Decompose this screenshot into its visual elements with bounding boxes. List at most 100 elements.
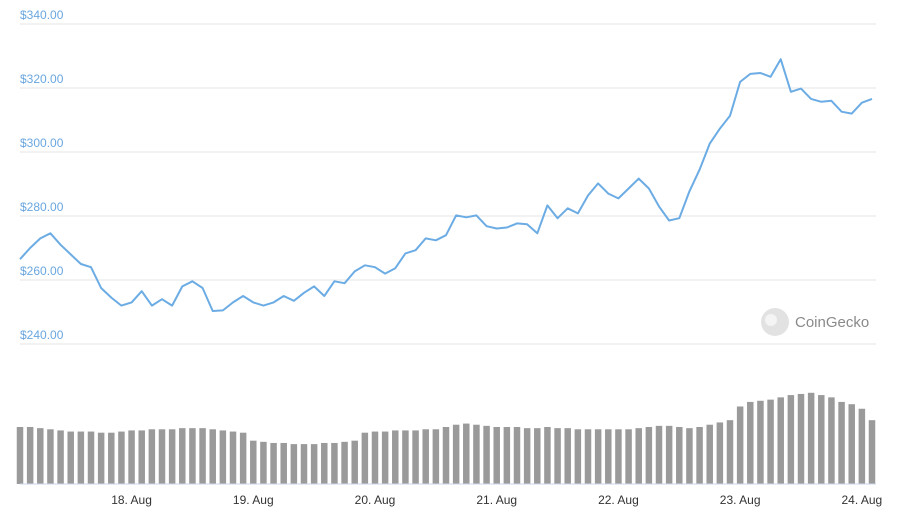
volume-bar	[868, 420, 876, 484]
volume-bar	[544, 427, 551, 484]
volume-bar	[493, 427, 500, 484]
volume-bar	[229, 431, 237, 484]
volume-bar	[787, 395, 795, 484]
volume-bar	[696, 427, 703, 484]
volume-bar	[57, 430, 64, 484]
volume-bar	[77, 431, 85, 484]
volume-bar	[463, 423, 470, 484]
volume-bar	[270, 442, 277, 484]
volume-bar	[189, 428, 196, 484]
volume-bar	[757, 400, 764, 484]
volume-bar	[483, 425, 490, 484]
volume-bar	[797, 393, 805, 484]
volume-bar	[716, 422, 724, 484]
volume-bar	[148, 429, 156, 484]
y-tick-label: $320.00	[20, 72, 64, 86]
x-tick-label: 19. Aug	[233, 493, 274, 507]
volume-bar	[118, 431, 125, 484]
volume-bar	[858, 408, 866, 484]
y-tick-label: $300.00	[20, 136, 64, 150]
volume-bar	[838, 401, 845, 484]
volume-bar	[67, 431, 74, 484]
y-tick-label: $260.00	[20, 264, 64, 278]
volume-bar	[442, 427, 450, 484]
volume-bar	[321, 442, 328, 484]
volume-bar	[594, 429, 602, 484]
volume-bar	[209, 429, 216, 484]
x-tick-label: 21. Aug	[476, 493, 517, 507]
volume-bar	[767, 399, 774, 484]
volume-bar	[361, 432, 369, 484]
volume-bar	[818, 395, 825, 484]
volume-bar	[513, 427, 521, 484]
volume-bar	[280, 442, 287, 484]
volume-bar	[736, 406, 744, 484]
volume-bar	[534, 428, 541, 484]
volume-bar	[726, 420, 734, 484]
volume-bar	[371, 431, 379, 484]
volume-bar	[432, 429, 440, 484]
watermark: CoinGecko	[761, 308, 869, 336]
volume-bar	[564, 428, 571, 484]
volume-bar	[128, 430, 135, 484]
volume-bar	[422, 429, 429, 484]
volume-bar	[777, 397, 784, 484]
volume-bar	[290, 444, 298, 484]
volume-bar	[665, 425, 673, 484]
x-tick-label: 23. Aug	[720, 493, 761, 507]
volume-bar	[199, 428, 206, 484]
volume-bar	[574, 429, 582, 484]
volume-bar	[473, 424, 480, 484]
volume-bar	[351, 440, 358, 484]
volume-bar	[412, 430, 419, 484]
volume-bar	[828, 397, 835, 484]
volume-bar	[554, 428, 561, 484]
volume-bar	[635, 428, 642, 484]
volume-bar	[87, 431, 95, 484]
volume-bar	[392, 430, 399, 484]
volume-bar	[26, 427, 34, 484]
volume-bar	[310, 444, 318, 484]
volume-bar	[676, 427, 683, 484]
volume-bar	[807, 392, 815, 484]
volume-bar	[625, 429, 632, 484]
volume-bar	[747, 401, 754, 484]
volume-bar	[848, 404, 855, 484]
volume-bar	[239, 432, 247, 484]
volume-bar	[706, 424, 713, 484]
volume-bar	[16, 427, 24, 484]
price-line	[19, 58, 873, 312]
x-tick-label: 20. Aug	[355, 493, 396, 507]
x-tick-label: 24. Aug	[841, 493, 882, 507]
volume-bar	[686, 428, 693, 484]
volume-bar	[402, 430, 409, 484]
volume-bar	[331, 442, 338, 484]
volume-bar	[250, 440, 257, 484]
y-tick-label: $340.00	[20, 8, 64, 22]
x-tick-label: 18. Aug	[111, 493, 152, 507]
volume-bar	[260, 441, 267, 484]
y-tick-label: $240.00	[20, 328, 64, 342]
volume-bar	[97, 432, 105, 484]
x-tick-label: 22. Aug	[598, 493, 639, 507]
volume-bar	[138, 430, 145, 484]
volume-bar	[503, 427, 511, 484]
volume-bar	[655, 425, 663, 484]
volume-bar	[37, 428, 44, 484]
volume-bar	[168, 429, 176, 484]
y-tick-label: $280.00	[20, 200, 64, 214]
volume-bar	[158, 429, 166, 484]
volume-bar	[523, 428, 531, 484]
volume-bar	[179, 428, 186, 484]
volume-bar	[341, 441, 348, 484]
volume-bar	[219, 430, 227, 484]
volume-bar	[300, 444, 308, 484]
watermark-text: CoinGecko	[795, 314, 869, 331]
volume-bar	[615, 429, 622, 484]
volume-bar	[584, 429, 592, 484]
volume-bar	[605, 429, 612, 484]
volume-bar	[645, 427, 653, 484]
volume-bar	[381, 431, 389, 484]
watermark-icon-eye	[765, 314, 777, 326]
